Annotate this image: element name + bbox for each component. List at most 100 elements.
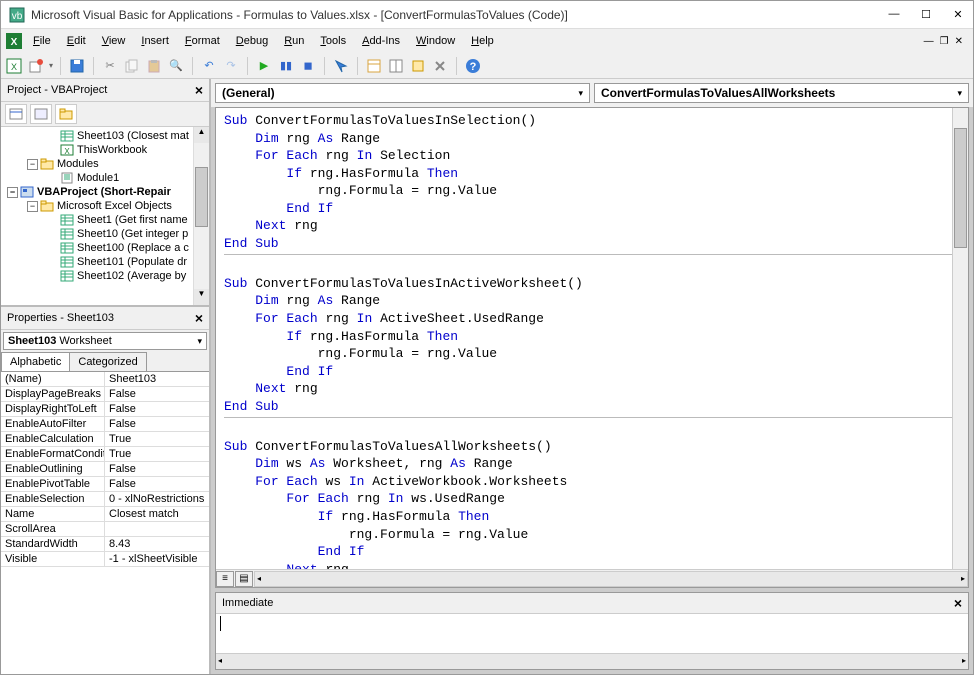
help-icon[interactable]: ?	[464, 57, 482, 75]
find-icon[interactable]: 🔍	[167, 57, 185, 75]
copy-icon[interactable]	[123, 57, 141, 75]
property-value[interactable]: False	[105, 462, 209, 476]
reset-icon[interactable]: ◼	[299, 57, 317, 75]
property-value[interactable]: True	[105, 447, 209, 461]
property-value[interactable]: Sheet103	[105, 372, 209, 386]
properties-grid[interactable]: (Name)Sheet103DisplayPageBreaksFalseDisp…	[1, 372, 209, 674]
tree-node[interactable]: −Microsoft Excel Objects	[3, 199, 207, 213]
menu-file[interactable]: File	[25, 32, 59, 50]
property-row[interactable]: Visible-1 - xlSheetVisible	[1, 552, 209, 567]
design-mode-icon[interactable]	[332, 57, 350, 75]
tree-node[interactable]: XThisWorkbook	[3, 143, 207, 157]
property-row[interactable]: EnableAutoFilterFalse	[1, 417, 209, 432]
tree-expand-icon[interactable]: −	[27, 201, 38, 212]
break-icon[interactable]: ▮▮	[277, 57, 295, 75]
property-value[interactable]: True	[105, 432, 209, 446]
property-row[interactable]: EnableSelection0 - xlNoRestrictions	[1, 492, 209, 507]
project-pane-close-icon[interactable]: ×	[195, 82, 203, 98]
property-row[interactable]: DisplayRightToLeftFalse	[1, 402, 209, 417]
redo-icon[interactable]: ↷	[222, 57, 240, 75]
tree-node[interactable]: Sheet101 (Populate dr	[3, 255, 207, 269]
tree-node[interactable]: −Modules	[3, 157, 207, 171]
excel-icon[interactable]: X	[5, 32, 23, 50]
property-row[interactable]: EnableCalculationTrue	[1, 432, 209, 447]
menu-add-ins[interactable]: Add-Ins	[354, 32, 408, 50]
procedure-view-icon[interactable]: ≡	[216, 571, 234, 587]
undo-icon[interactable]: ↶	[200, 57, 218, 75]
property-value[interactable]	[105, 522, 209, 536]
property-value[interactable]: False	[105, 417, 209, 431]
insert-item-icon[interactable]	[27, 57, 45, 75]
scroll-down-icon[interactable]: ▼	[194, 289, 209, 305]
menu-run[interactable]: Run	[276, 32, 312, 50]
tree-node[interactable]: Sheet10 (Get integer p	[3, 227, 207, 241]
property-value[interactable]: Closest match	[105, 507, 209, 521]
property-row[interactable]: EnableFormatConditiTrue	[1, 447, 209, 462]
toolbox-icon[interactable]	[431, 57, 449, 75]
code-editor[interactable]: Sub ConvertFormulasToValuesInSelection()…	[215, 107, 969, 588]
tree-node[interactable]: Sheet1 (Get first name	[3, 213, 207, 227]
menu-debug[interactable]: Debug	[228, 32, 276, 50]
tree-node[interactable]: Sheet103 (Closest mat	[3, 129, 207, 143]
tree-expand-icon[interactable]: −	[7, 187, 18, 198]
tree-node[interactable]: Module1	[3, 171, 207, 185]
minimize-button[interactable]: —	[887, 8, 901, 21]
property-row[interactable]: NameClosest match	[1, 507, 209, 522]
run-icon[interactable]: ▶	[255, 57, 273, 75]
tree-node[interactable]: Sheet100 (Replace a c	[3, 241, 207, 255]
menu-help[interactable]: Help	[463, 32, 502, 50]
close-button[interactable]: ✕	[951, 8, 965, 21]
maximize-button[interactable]: ☐	[919, 8, 933, 21]
tree-expand-icon[interactable]: −	[27, 159, 38, 170]
property-row[interactable]: EnablePivotTableFalse	[1, 477, 209, 492]
property-value[interactable]: False	[105, 402, 209, 416]
menu-edit[interactable]: Edit	[59, 32, 94, 50]
project-explorer-icon[interactable]	[365, 57, 383, 75]
scroll-up-icon[interactable]: ▲	[194, 127, 209, 143]
code-object-dropdown[interactable]: (General) ▾	[215, 83, 590, 103]
immediate-input[interactable]	[216, 614, 968, 653]
property-value[interactable]: False	[105, 387, 209, 401]
property-value[interactable]: -1 - xlSheetVisible	[105, 552, 209, 566]
save-icon[interactable]	[68, 57, 86, 75]
property-value[interactable]: False	[105, 477, 209, 491]
view-excel-icon[interactable]: X	[5, 57, 23, 75]
code-horizontal-scrollbar[interactable]: ◂ ▸	[254, 571, 968, 587]
project-tree[interactable]: Sheet103 (Closest matXThisWorkbook−Modul…	[1, 127, 209, 307]
property-row[interactable]: DisplayPageBreaksFalse	[1, 387, 209, 402]
scroll-thumb[interactable]	[195, 167, 208, 227]
immediate-pane-close-icon[interactable]: ×	[954, 595, 962, 611]
view-code-icon[interactable]	[5, 104, 27, 124]
object-browser-icon[interactable]	[409, 57, 427, 75]
property-row[interactable]: (Name)Sheet103	[1, 372, 209, 387]
full-module-view-icon[interactable]: ▤	[235, 571, 253, 587]
menu-view[interactable]: View	[94, 32, 134, 50]
mdi-minimize-button[interactable]: —	[924, 36, 934, 47]
property-row[interactable]: EnableOutliningFalse	[1, 462, 209, 477]
menu-insert[interactable]: Insert	[133, 32, 177, 50]
toggle-folders-icon[interactable]	[55, 104, 77, 124]
project-tree-scrollbar[interactable]: ▲ ▼	[193, 127, 209, 305]
properties-object-select[interactable]: Sheet103 Worksheet ▾	[3, 332, 207, 350]
mdi-close-button[interactable]: ✕	[955, 36, 963, 47]
code-vertical-scrollbar[interactable]	[952, 108, 968, 569]
immediate-horizontal-scrollbar[interactable]: ◂ ▸	[216, 653, 968, 669]
view-object-icon[interactable]	[30, 104, 52, 124]
property-row[interactable]: ScrollArea	[1, 522, 209, 537]
properties-window-icon[interactable]	[387, 57, 405, 75]
tree-node[interactable]: −VBAProject (Short-Repair	[3, 185, 207, 199]
property-row[interactable]: StandardWidth8.43	[1, 537, 209, 552]
code-procedure-dropdown[interactable]: ConvertFormulasToValuesAllWorksheets ▾	[594, 83, 969, 103]
properties-pane-close-icon[interactable]: ×	[195, 310, 203, 326]
menu-format[interactable]: Format	[177, 32, 228, 50]
paste-icon[interactable]	[145, 57, 163, 75]
property-value[interactable]: 8.43	[105, 537, 209, 551]
tab-alphabetic[interactable]: Alphabetic	[1, 352, 70, 371]
mdi-restore-button[interactable]: ❐	[940, 36, 949, 47]
menu-window[interactable]: Window	[408, 32, 463, 50]
property-value[interactable]: 0 - xlNoRestrictions	[105, 492, 209, 506]
cut-icon[interactable]: ✂	[101, 57, 119, 75]
tree-node[interactable]: Sheet102 (Average by	[3, 269, 207, 283]
menu-tools[interactable]: Tools	[312, 32, 354, 50]
tab-categorized[interactable]: Categorized	[69, 352, 146, 371]
